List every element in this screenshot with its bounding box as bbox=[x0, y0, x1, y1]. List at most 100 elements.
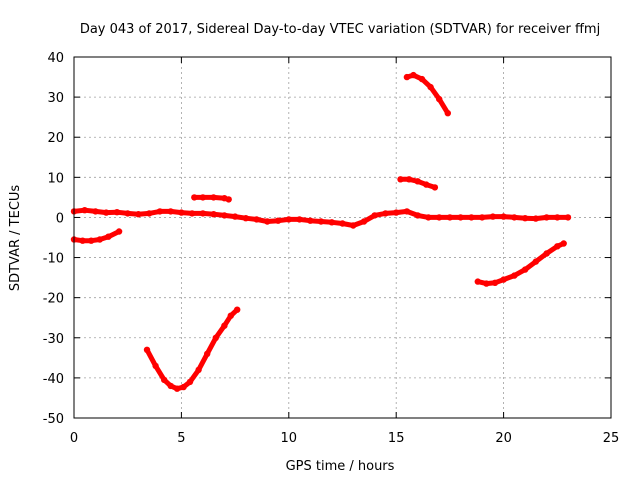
data-point bbox=[167, 382, 174, 390]
data-point bbox=[199, 210, 207, 217]
data-point bbox=[274, 217, 282, 224]
x-tick-label: 10 bbox=[281, 431, 298, 446]
data-point bbox=[221, 322, 228, 329]
data-point bbox=[554, 243, 561, 250]
data-point bbox=[511, 272, 518, 279]
data-point bbox=[403, 208, 411, 215]
x-tick-label: 20 bbox=[495, 431, 512, 446]
data-point bbox=[478, 214, 486, 221]
data-point bbox=[483, 280, 490, 287]
data-point bbox=[234, 306, 241, 313]
y-tick-label: -10 bbox=[43, 252, 64, 267]
data-point bbox=[307, 217, 314, 224]
chart-title: Day 043 of 2017, Sidereal Day-to-day VTE… bbox=[80, 22, 600, 37]
data-point bbox=[543, 214, 550, 221]
data-point bbox=[500, 213, 507, 220]
data-point bbox=[210, 211, 217, 218]
data-point bbox=[103, 209, 110, 216]
data-point bbox=[135, 211, 142, 218]
data-point bbox=[418, 75, 426, 83]
data-point bbox=[188, 210, 196, 217]
y-tick-label: 10 bbox=[47, 171, 64, 186]
x-tick-label: 5 bbox=[177, 431, 185, 446]
data-point bbox=[115, 228, 123, 235]
data-point bbox=[414, 212, 421, 219]
data-point bbox=[285, 216, 292, 223]
data-point bbox=[88, 237, 95, 244]
series-6-trace bbox=[404, 72, 451, 116]
data-point bbox=[339, 220, 346, 227]
data-point bbox=[360, 218, 368, 225]
data-point bbox=[532, 215, 539, 222]
data-point bbox=[405, 176, 413, 183]
plot-frame bbox=[73, 56, 612, 419]
grid bbox=[74, 57, 611, 418]
axis-ticks: 0 5 10 15 20 25 -50 -40 -30 -20 -10 0 10 20 30 40 bbox=[43, 51, 620, 446]
data-point bbox=[180, 383, 187, 391]
data-point bbox=[436, 95, 443, 103]
data-point bbox=[350, 222, 357, 229]
data-point bbox=[199, 194, 207, 201]
data-point bbox=[225, 196, 232, 203]
y-tick-label: 0 bbox=[56, 211, 64, 226]
data-point bbox=[436, 214, 443, 221]
x-tick-label: 0 bbox=[70, 431, 78, 446]
data-point bbox=[397, 176, 404, 183]
data-point bbox=[474, 278, 481, 285]
data-point bbox=[393, 209, 400, 216]
data-point bbox=[554, 214, 561, 221]
series-7-trace bbox=[475, 241, 567, 287]
data-point bbox=[500, 276, 507, 283]
y-tick-label: -30 bbox=[43, 332, 64, 347]
y-tick-label: 40 bbox=[47, 51, 64, 66]
data-point bbox=[173, 385, 181, 392]
data-point bbox=[143, 346, 151, 353]
data-point bbox=[195, 366, 202, 374]
data-point bbox=[167, 208, 174, 215]
data-point bbox=[446, 214, 454, 221]
data-point bbox=[264, 218, 271, 225]
data-point bbox=[423, 181, 430, 188]
data-point bbox=[532, 258, 539, 265]
data-point bbox=[403, 73, 411, 81]
data-point bbox=[521, 266, 529, 273]
data-point bbox=[560, 240, 567, 247]
x-axis-label: GPS time / hours bbox=[286, 459, 395, 474]
data-point bbox=[296, 216, 303, 223]
y-tick-label: 30 bbox=[47, 91, 64, 106]
y-tick-label: -20 bbox=[43, 292, 64, 307]
data-point bbox=[161, 376, 168, 384]
data-point bbox=[431, 184, 439, 191]
y-tick-label: -40 bbox=[43, 372, 64, 387]
data-series bbox=[70, 71, 572, 392]
data-point bbox=[427, 83, 434, 91]
data-point bbox=[79, 237, 86, 244]
data-point bbox=[152, 362, 159, 370]
data-point bbox=[92, 208, 99, 215]
x-tick-label: 25 bbox=[603, 431, 620, 446]
data-point bbox=[146, 210, 153, 217]
y-axis-label: SDTVAR / TECUs bbox=[8, 185, 23, 292]
data-point bbox=[221, 212, 228, 219]
data-point bbox=[382, 210, 389, 217]
data-point bbox=[457, 214, 464, 221]
data-point bbox=[231, 213, 239, 220]
data-point bbox=[227, 312, 234, 319]
data-point bbox=[191, 194, 198, 201]
data-point bbox=[156, 208, 164, 215]
data-point bbox=[564, 214, 572, 221]
data-point bbox=[489, 213, 497, 220]
data-point bbox=[178, 209, 185, 216]
data-point bbox=[186, 378, 194, 386]
data-point bbox=[410, 71, 417, 79]
data-point bbox=[113, 209, 121, 216]
x-tick-label: 15 bbox=[388, 431, 405, 446]
data-point bbox=[81, 207, 88, 214]
y-tick-label: 20 bbox=[47, 131, 64, 146]
data-point bbox=[210, 194, 217, 201]
data-point bbox=[204, 350, 211, 357]
data-point bbox=[328, 219, 335, 226]
data-point bbox=[105, 233, 112, 240]
data-point bbox=[511, 214, 518, 221]
